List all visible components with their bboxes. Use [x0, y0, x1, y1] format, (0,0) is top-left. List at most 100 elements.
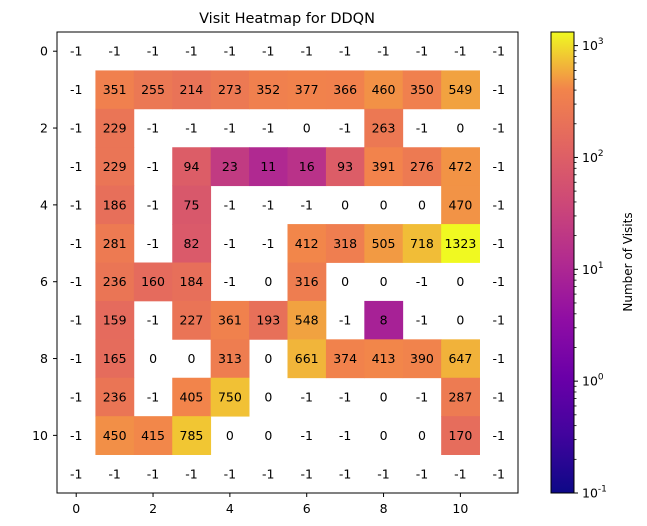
- heatmap-cell: [364, 300, 404, 340]
- cell-value-label: -1: [454, 44, 466, 59]
- cell-value-label: -1: [416, 274, 428, 289]
- cell-value-label: 170: [448, 428, 472, 443]
- cell-value-label: -1: [493, 82, 505, 97]
- cell-value-label: -1: [300, 428, 312, 443]
- cell-value-label: -1: [493, 121, 505, 136]
- cell-value-label: 0: [418, 428, 426, 443]
- cell-value-label: -1: [454, 466, 466, 481]
- cell-value-label: -1: [493, 313, 505, 328]
- cell-value-label: 750: [218, 389, 242, 404]
- heatmap-cell: [133, 416, 173, 455]
- heatmap-cell: [210, 377, 250, 417]
- cell-value-label: 229: [103, 121, 127, 136]
- cell-value-label: 193: [256, 313, 280, 328]
- cell-value-label: -1: [70, 159, 82, 174]
- cell-value-label: 460: [372, 82, 396, 97]
- cell-value-label: 548: [295, 313, 319, 328]
- cell-value-label: 785: [180, 428, 204, 443]
- cell-value-label: 472: [448, 159, 472, 174]
- cell-value-label: 93: [337, 159, 353, 174]
- cell-value-label: 273: [218, 82, 242, 97]
- heatmap-cell: [172, 147, 212, 187]
- y-axis: 0 2 4 6 8 10: [32, 44, 57, 443]
- x-tick-label: 0: [72, 501, 80, 516]
- cell-value-label: 316: [295, 274, 319, 289]
- cell-value-label: 229: [103, 159, 127, 174]
- cell-value-label: 159: [103, 313, 127, 328]
- x-tick-label: 2: [149, 501, 157, 516]
- heatmap-cell: [364, 70, 404, 110]
- cell-value-label: 361: [218, 313, 242, 328]
- cell-value-label: -1: [70, 44, 82, 59]
- heatmap-cell: [210, 70, 250, 110]
- cell-value-label: 391: [372, 159, 396, 174]
- cell-value-label: -1: [70, 428, 82, 443]
- cell-value-label: -1: [493, 44, 505, 59]
- cell-value-label: 236: [103, 274, 127, 289]
- cell-value-label: -1: [70, 236, 82, 251]
- cell-value-label: 184: [180, 274, 204, 289]
- heatmap-cell: [95, 224, 135, 263]
- cell-value-label: 0: [303, 121, 311, 136]
- cell-value-label: -1: [377, 44, 389, 59]
- heatmap-cell: [287, 70, 327, 110]
- x-tick-label: 10: [452, 501, 468, 516]
- cell-value-label: -1: [147, 121, 159, 136]
- colorbar-tick-label: 100: [582, 373, 604, 389]
- heatmap-cells: [95, 70, 480, 455]
- cell-value-label: -1: [224, 121, 236, 136]
- cell-value-label: -1: [493, 274, 505, 289]
- cell-value-label: 16: [299, 159, 315, 174]
- heatmap-cell: [172, 70, 212, 110]
- colorbar: [550, 31, 575, 494]
- cell-value-label: -1: [70, 121, 82, 136]
- cell-value-label: -1: [262, 236, 274, 251]
- cell-value-label: 415: [141, 428, 165, 443]
- cell-value-label: 255: [141, 82, 165, 97]
- cell-value-label: 94: [184, 159, 200, 174]
- heatmap-cell: [95, 339, 135, 379]
- cell-value-label: -1: [147, 389, 159, 404]
- cell-value-label: 23: [222, 159, 238, 174]
- cell-value-label: -1: [224, 274, 236, 289]
- cell-value-label: 374: [333, 351, 357, 366]
- cell-value-label: -1: [300, 197, 312, 212]
- heatmap-cell: [95, 108, 135, 148]
- colorbar-tick-label: 10-1: [582, 485, 607, 501]
- colorbar-tick-label: 103: [582, 37, 604, 53]
- colorbar-ticks: 10-1 100 101 102 103: [574, 37, 607, 501]
- cell-value-label: -1: [377, 466, 389, 481]
- heatmap-cell: [441, 224, 480, 263]
- cell-value-label: 390: [410, 351, 434, 366]
- heatmap-cell: [287, 339, 327, 379]
- heatmap-cell: [441, 339, 480, 379]
- cell-value-label: 281: [103, 236, 127, 251]
- x-tick-label: 6: [303, 501, 311, 516]
- cell-value-label: 405: [180, 389, 204, 404]
- cell-value-label: 11: [260, 159, 276, 174]
- heatmap-cell: [95, 147, 135, 187]
- colorbar-tick-label: 101: [582, 261, 604, 277]
- cell-value-label: -1: [300, 389, 312, 404]
- cell-value-label: 0: [418, 197, 426, 212]
- plot-frame: [56, 31, 519, 494]
- heatmap-cell: [172, 224, 212, 263]
- cell-value-label: -1: [70, 197, 82, 212]
- cell-value-label: 82: [184, 236, 200, 251]
- heatmap-cell: [95, 70, 135, 110]
- cell-value-label: 647: [448, 351, 472, 366]
- cell-value-label: 0: [187, 351, 195, 366]
- heatmap-cell: [287, 262, 327, 302]
- cell-value-label: 165: [103, 351, 127, 366]
- heatmap-cell: [402, 224, 442, 263]
- cell-value-label: -1: [70, 466, 82, 481]
- cell-value-label: -1: [300, 44, 312, 59]
- heatmap-cell: [210, 339, 250, 379]
- cell-value-label: 0: [264, 428, 272, 443]
- cell-value-label: 377: [295, 82, 319, 97]
- cell-value-label: -1: [108, 44, 120, 59]
- cell-value-label: 0: [380, 197, 388, 212]
- cell-value-label: -1: [416, 44, 428, 59]
- cell-value-label: -1: [147, 313, 159, 328]
- cell-value-label: 0: [341, 274, 349, 289]
